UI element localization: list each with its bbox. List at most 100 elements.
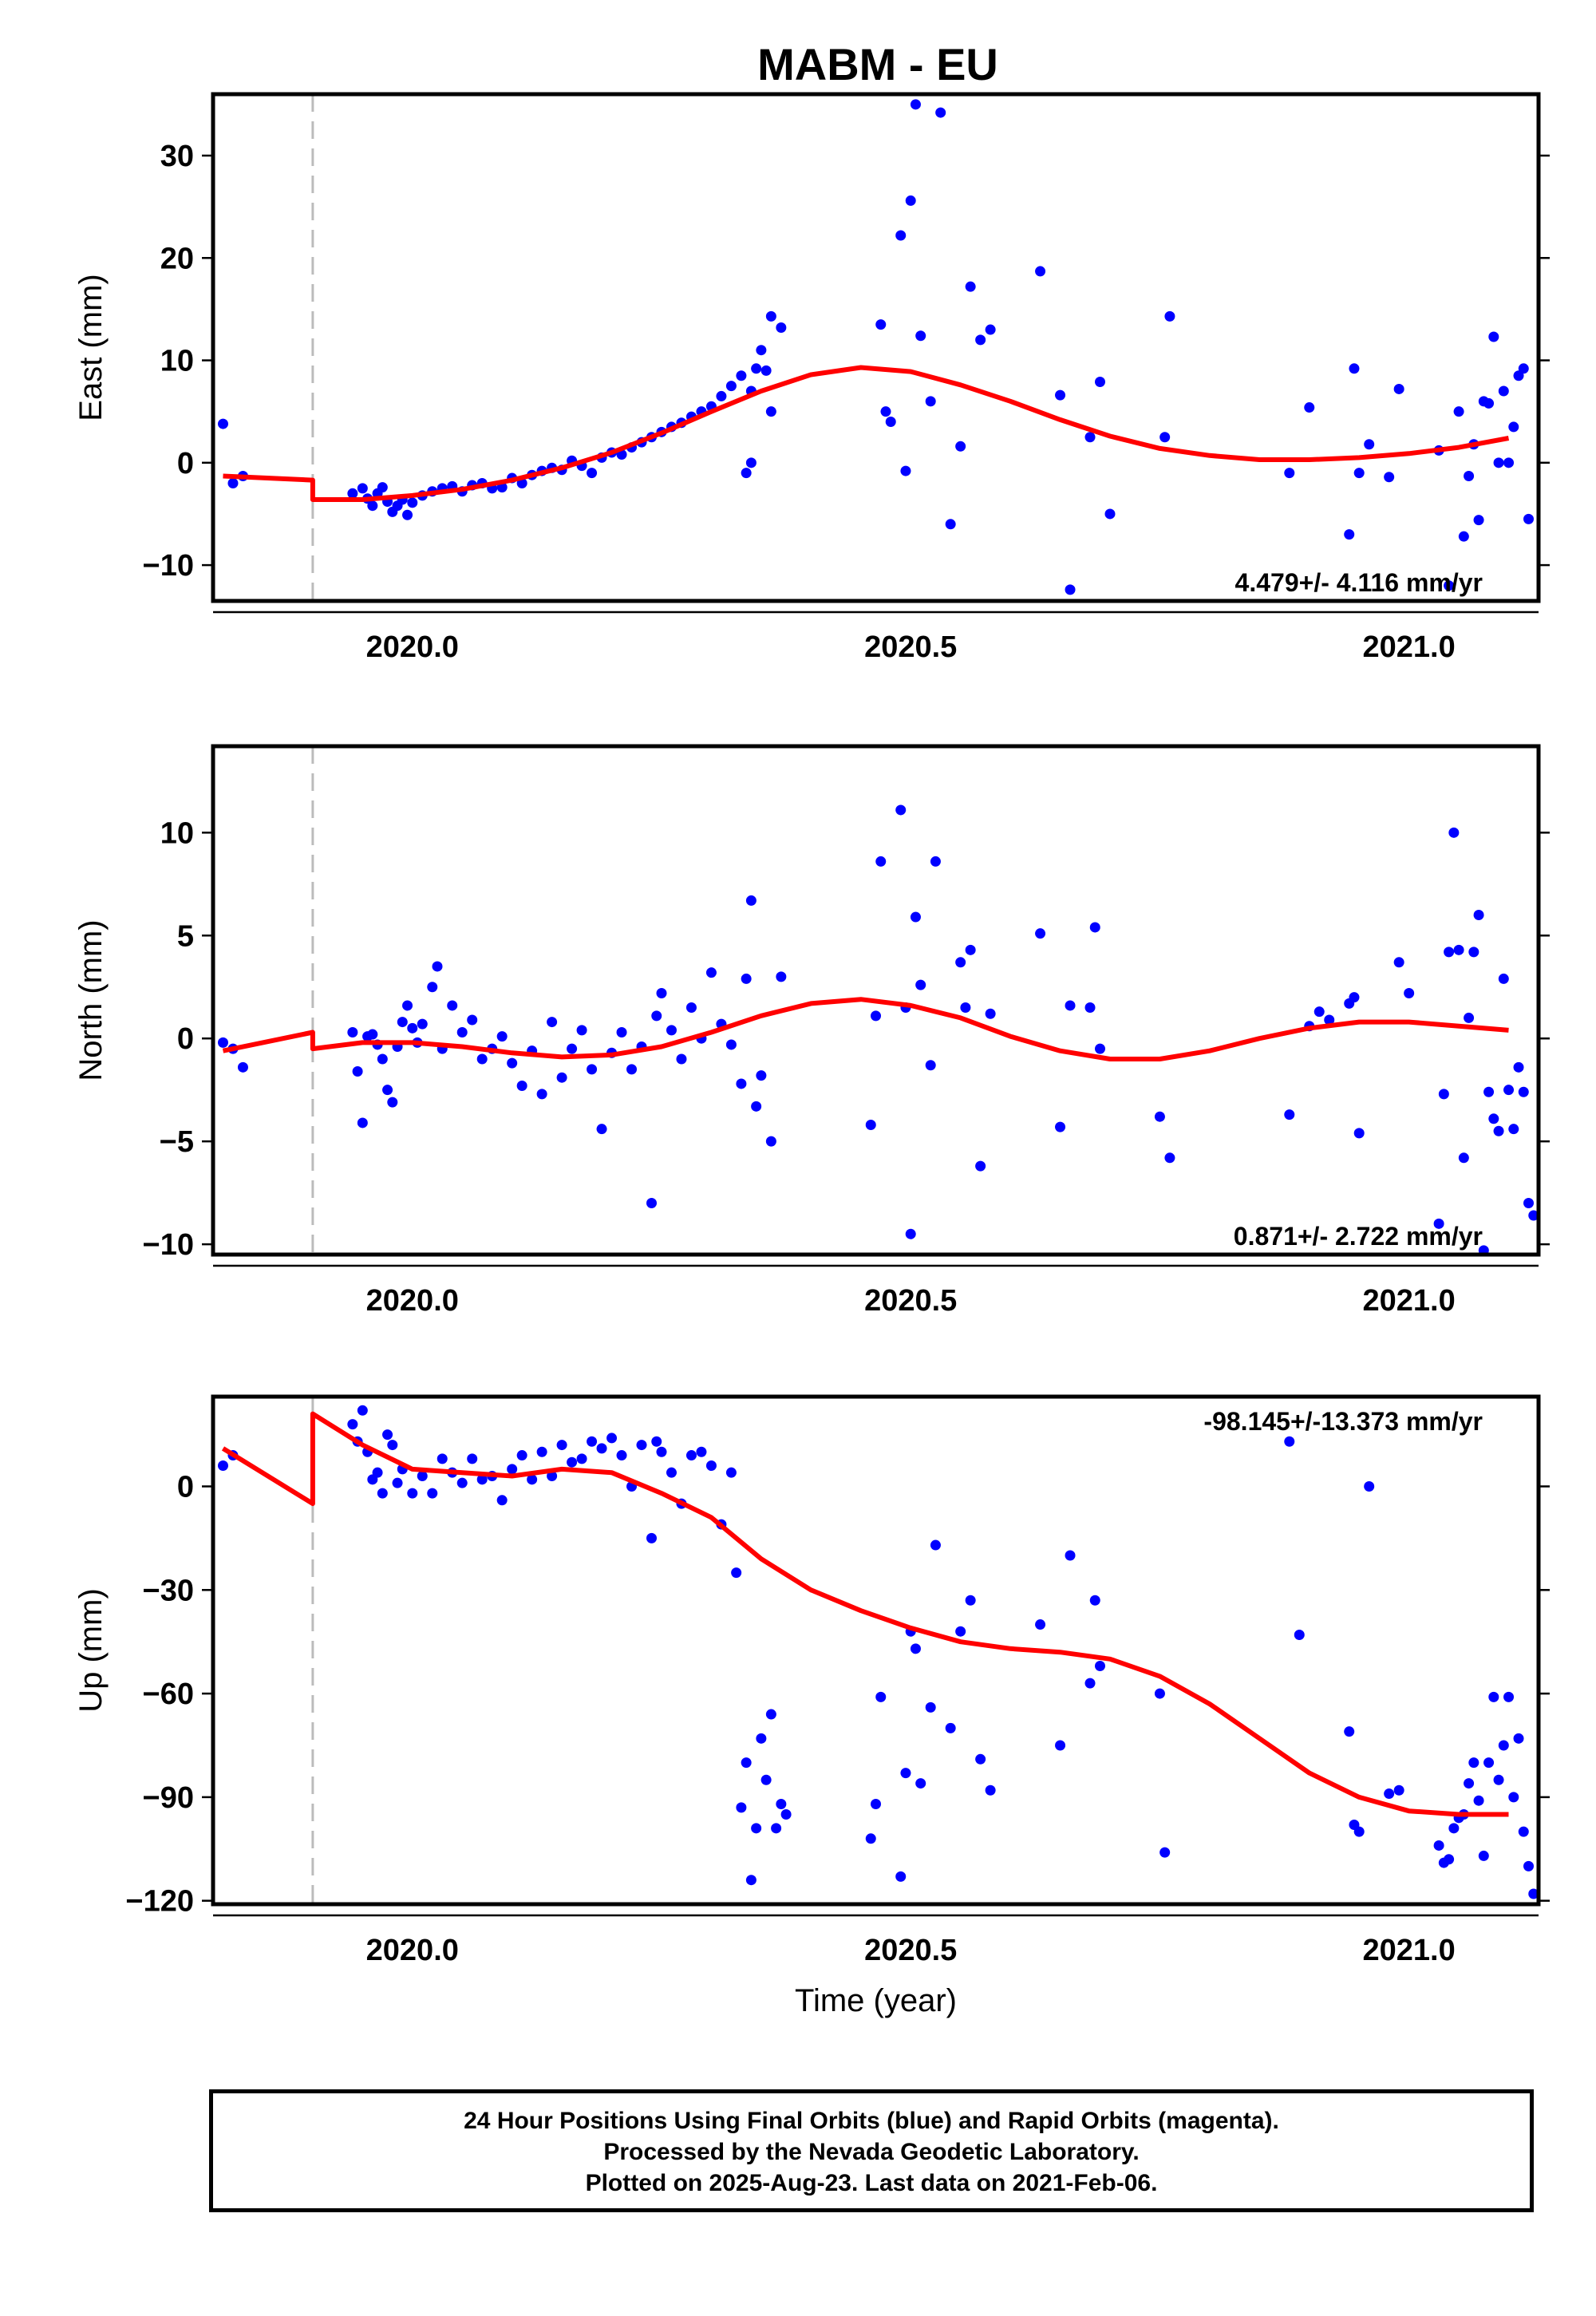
data-point (456, 1477, 468, 1488)
data-point (1458, 531, 1469, 542)
data-point (685, 1002, 697, 1014)
data-point (556, 1440, 567, 1451)
y-tick-label: 5 (177, 919, 194, 953)
data-point (587, 468, 598, 479)
data-point (751, 1823, 762, 1834)
data-point (736, 1802, 747, 1813)
data-point (347, 1026, 358, 1037)
data-point (975, 1160, 986, 1172)
data-point (1324, 1014, 1335, 1026)
data-point (1478, 1245, 1489, 1255)
data-point (955, 957, 966, 968)
data-point (567, 1456, 578, 1468)
model-curve (221, 1411, 1509, 1817)
data-point (1314, 1006, 1325, 1018)
data-point (476, 1053, 488, 1065)
data-point (516, 1081, 527, 1092)
plot-frame (211, 744, 1541, 1257)
data-point (397, 1017, 408, 1028)
data-point (1294, 1630, 1305, 1641)
y-tick-label: −60 (143, 1678, 194, 1711)
data-point (217, 1460, 228, 1472)
data-point (1478, 1850, 1489, 1861)
data-point (437, 1453, 448, 1464)
data-point (765, 1136, 776, 1147)
data-point (760, 1774, 772, 1785)
data-point (1084, 1678, 1096, 1689)
velocity-annotation: 4.479+/- 4.116 mm/yr (1235, 568, 1483, 597)
data-point (900, 465, 911, 476)
y-tick-label: 20 (160, 242, 194, 275)
data-point (676, 1053, 687, 1065)
data-point (1508, 1792, 1519, 1803)
data-point (402, 509, 413, 520)
data-point (357, 1117, 368, 1128)
data-point (651, 1010, 662, 1022)
data-point (955, 1626, 966, 1637)
data-point (382, 1429, 393, 1441)
data-point (606, 1433, 618, 1444)
data-point (900, 1768, 911, 1779)
data-point (1353, 1128, 1365, 1139)
data-point (865, 1833, 876, 1844)
data-point (567, 1043, 578, 1054)
data-point (1518, 1086, 1529, 1097)
data-point (985, 324, 996, 335)
data-point (1503, 457, 1515, 468)
data-point (871, 1799, 881, 1810)
data-point (1513, 1061, 1524, 1073)
data-point (1503, 1691, 1515, 1702)
data-point (387, 1440, 398, 1451)
data-point (930, 1539, 941, 1551)
caption-line-3: Plotted on 2025-Aug-23. Last data on 202… (585, 2170, 1158, 2196)
data-point (496, 1031, 508, 1042)
data-point (925, 1701, 936, 1713)
data-point (656, 987, 667, 998)
data-point (1438, 1089, 1449, 1100)
data-point (527, 1474, 538, 1485)
y-tick-label: −30 (143, 1574, 194, 1607)
y-tick-label: 0 (177, 1022, 194, 1056)
data-point (432, 961, 443, 972)
data-point (1453, 944, 1464, 955)
data-point (377, 1053, 388, 1065)
data-point (616, 1026, 627, 1037)
data-point (745, 457, 757, 468)
data-point (666, 1025, 677, 1036)
data-point (227, 477, 239, 488)
caption-box: 24 Hour Positions Using Final Orbits (bl… (209, 2089, 1534, 2212)
data-point (456, 1026, 468, 1037)
data-point (751, 363, 762, 374)
data-point (217, 1037, 228, 1048)
data-point (1393, 383, 1404, 394)
data-point (467, 1453, 478, 1464)
data-point (1154, 1111, 1165, 1122)
data-point (975, 1753, 986, 1765)
data-point (377, 482, 388, 493)
data-point (547, 1017, 558, 1028)
data-point (905, 195, 916, 206)
x-tick-label: 2020.5 (864, 1934, 957, 1967)
data-point (646, 1532, 658, 1543)
data-point (1493, 1125, 1504, 1136)
y-tick-label: 0 (177, 1470, 194, 1504)
data-point (985, 1008, 996, 1019)
data-point (382, 1085, 393, 1096)
data-point (1344, 1726, 1355, 1737)
data-point (965, 281, 976, 292)
data-point (417, 1018, 428, 1030)
data-point (1065, 584, 1076, 595)
data-point (1488, 1113, 1499, 1124)
data-point (765, 406, 776, 417)
data-point (955, 441, 966, 452)
data-point (377, 1488, 388, 1499)
data-point (1344, 529, 1355, 540)
data-point (596, 1124, 607, 1135)
data-point (407, 1488, 418, 1499)
data-point (741, 1757, 752, 1769)
data-point (910, 1643, 921, 1654)
data-point (975, 334, 986, 346)
data-point (347, 488, 358, 499)
data-point (910, 911, 921, 923)
y-tick-label: −5 (160, 1125, 194, 1159)
